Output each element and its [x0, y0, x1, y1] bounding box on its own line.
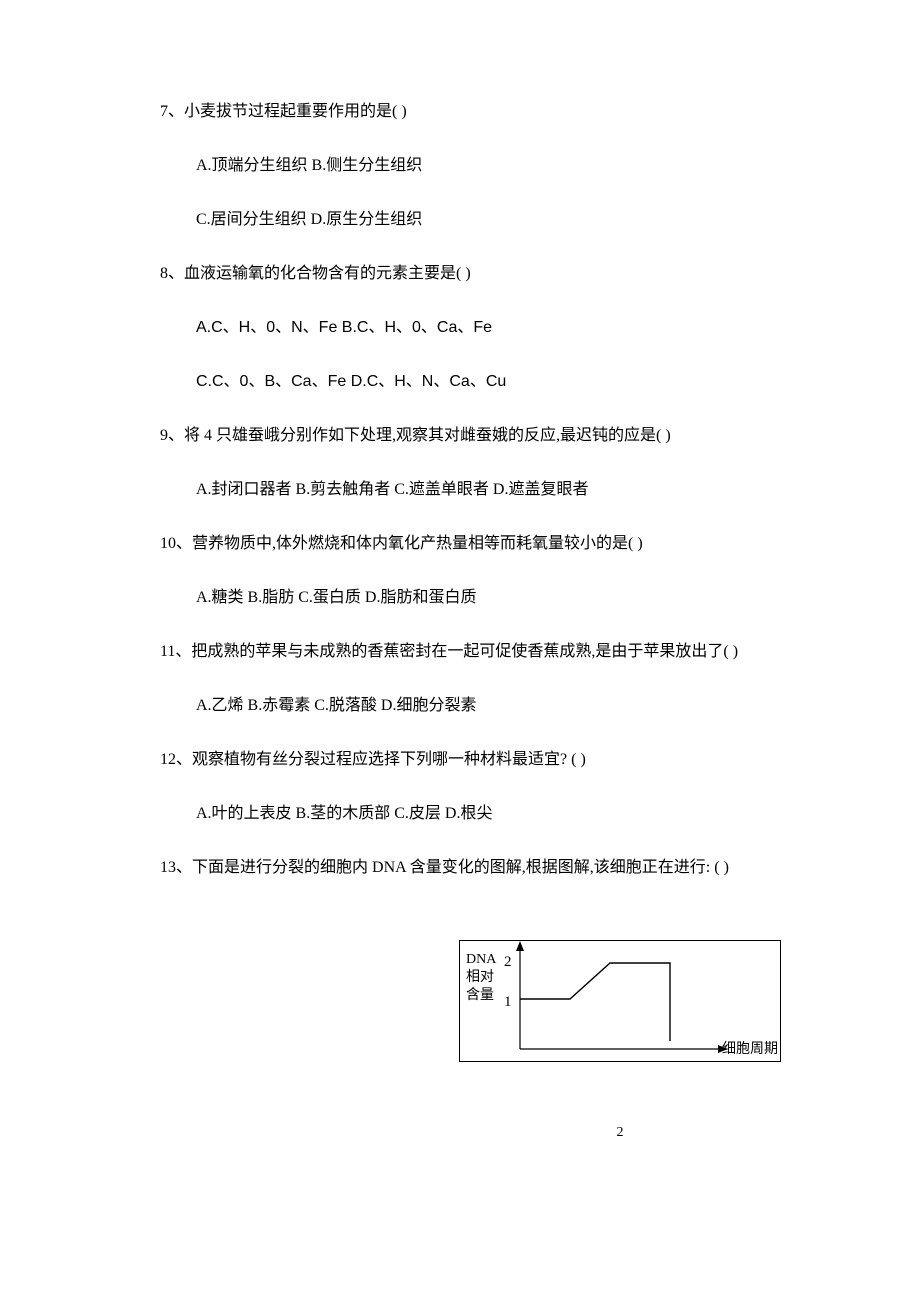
question-number: 10、 — [160, 535, 192, 552]
question-number: 11、 — [160, 643, 191, 660]
question: 12、观察植物有丝分裂过程应选择下列哪一种材料最适宜? ( ) A.叶的上表皮 B… — [160, 748, 920, 826]
question: 11、把成熟的苹果与未成熟的香蕉密封在一起可促使香蕉成熟,是由于苹果放出了( )… — [160, 640, 920, 718]
chart-y-label-line: DNA — [466, 951, 496, 969]
chart-x-label: 细胞周期 — [722, 1039, 778, 1060]
question-text: 观察植物有丝分裂过程应选择下列哪一种材料最适宜? ( ) — [192, 751, 586, 768]
question-stem: 11、把成熟的苹果与未成熟的香蕉密封在一起可促使香蕉成熟,是由于苹果放出了( ) — [160, 640, 920, 664]
question-text: 营养物质中,体外燃烧和体内氧化产热量相等而耗氧量较小的是( ) — [192, 535, 643, 552]
question-text: 把成熟的苹果与未成熟的香蕉密封在一起可促使香蕉成熟,是由于苹果放出了( ) — [191, 643, 738, 660]
option-line: A.糖类 B.脂肪 C.蛋白质 D.脂肪和蛋白质 — [196, 586, 920, 610]
chart-y-label-line: 含量 — [466, 987, 496, 1005]
option-line: C.C、0、B、Ca、Fe D.C、H、N、Ca、Cu — [196, 370, 920, 394]
question-options: A.糖类 B.脂肪 C.蛋白质 D.脂肪和蛋白质 — [160, 586, 920, 610]
question-number: 13、 — [160, 859, 192, 876]
question-text: 小麦拔节过程起重要作用的是( ) — [184, 103, 407, 120]
option-line: A.乙烯 B.赤霉素 C.脱落酸 D.细胞分裂素 — [196, 694, 920, 718]
question-number: 8、 — [160, 265, 184, 282]
question-stem: 8、血液运输氧的化合物含有的元素主要是( ) — [160, 262, 920, 286]
question-number: 7、 — [160, 103, 184, 120]
chart-y-tick-2: 2 — [504, 951, 512, 974]
question-text: 血液运输氧的化合物含有的元素主要是( ) — [184, 265, 471, 282]
option-line: A.C、H、0、N、Fe B.C、H、0、Ca、Fe — [196, 316, 920, 340]
question: 7、小麦拔节过程起重要作用的是( ) A.顶端分生组织 B.侧生分生组织 C.居间分… — [160, 100, 920, 232]
option-line: A.叶的上表皮 B.茎的木质部 C.皮层 D.根尖 — [196, 802, 920, 826]
page-number: 2 — [160, 1122, 920, 1143]
option-line: A.顶端分生组织 B.侧生分生组织 — [196, 154, 920, 178]
dna-chart: DNA相对含量 2 1 细胞周期 — [459, 940, 781, 1062]
chart-y-label-line: 相对 — [466, 969, 496, 987]
question-options: A.顶端分生组织 B.侧生分生组织 C.居间分生组织 D.原生分生组织 — [160, 154, 920, 232]
question-stem: 9、将 4 只雄蚕峨分别作如下处理,观察其对雌蚕娥的反应,最迟钝的应是( ) — [160, 424, 920, 448]
question-stem: 12、观察植物有丝分裂过程应选择下列哪一种材料最适宜? ( ) — [160, 748, 920, 772]
question-options: A.叶的上表皮 B.茎的木质部 C.皮层 D.根尖 — [160, 802, 920, 826]
question-number: 12、 — [160, 751, 192, 768]
question-options: A.封闭口器者 B.剪去触角者 C.遮盖单眼者 D.遮盖复眼者 — [160, 478, 920, 502]
question-options: A.C、H、0、N、Fe B.C、H、0、Ca、Fe C.C、0、B、Ca、Fe … — [160, 316, 920, 394]
option-line: A.封闭口器者 B.剪去触角者 C.遮盖单眼者 D.遮盖复眼者 — [196, 478, 920, 502]
question: 8、血液运输氧的化合物含有的元素主要是( ) A.C、H、0、N、Fe B.C、H… — [160, 262, 920, 394]
question-stem: 10、营养物质中,体外燃烧和体内氧化产热量相等而耗氧量较小的是( ) — [160, 532, 920, 556]
option-line: C.居间分生组织 D.原生分生组织 — [196, 208, 920, 232]
question-text: 将 4 只雄蚕峨分别作如下处理,观察其对雌蚕娥的反应,最迟钝的应是( ) — [184, 427, 671, 444]
chart-y-tick-1: 1 — [504, 991, 512, 1014]
question-stem: 7、小麦拔节过程起重要作用的是( ) — [160, 100, 920, 124]
question-number: 9、 — [160, 427, 184, 444]
question-options: A.乙烯 B.赤霉素 C.脱落酸 D.细胞分裂素 — [160, 694, 920, 718]
chart-y-label: DNA相对含量 — [466, 951, 496, 1005]
question: 9、将 4 只雄蚕峨分别作如下处理,观察其对雌蚕娥的反应,最迟钝的应是( ) A.… — [160, 424, 920, 502]
question: 13、下面是进行分裂的细胞内 DNA 含量变化的图解,根据图解,该细胞正在进行:… — [160, 856, 920, 880]
question-stem: 13、下面是进行分裂的细胞内 DNA 含量变化的图解,根据图解,该细胞正在进行:… — [160, 856, 920, 880]
question: 10、营养物质中,体外燃烧和体内氧化产热量相等而耗氧量较小的是( ) A.糖类 B… — [160, 532, 920, 610]
question-text: 下面是进行分裂的细胞内 DNA 含量变化的图解,根据图解,该细胞正在进行: ( … — [192, 859, 729, 876]
